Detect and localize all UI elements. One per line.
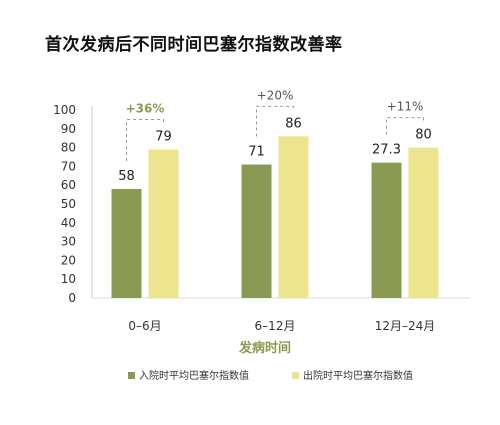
y-tick-label: 40 — [61, 216, 76, 230]
improvement-label: +11% — [387, 100, 424, 114]
y-tick-label: 0 — [68, 291, 76, 305]
improvement-label: +36% — [126, 101, 165, 115]
data-label: 71 — [248, 145, 265, 160]
data-label: 80 — [415, 128, 432, 143]
data-label: 86 — [285, 116, 302, 131]
data-label: 58 — [118, 169, 135, 184]
bar — [111, 188, 142, 298]
improvement-bracket — [126, 118, 164, 161]
category-label: 12月–24月 — [375, 319, 436, 333]
y-tick-label: 100 — [53, 103, 76, 117]
legend-swatch — [128, 372, 135, 379]
category-label: 0–6月 — [128, 319, 161, 333]
legend-label: 出院时平均巴塞尔指数值 — [303, 369, 413, 382]
y-tick-label: 80 — [61, 141, 76, 155]
y-tick-label: 30 — [61, 235, 76, 249]
legend-swatch — [292, 372, 299, 379]
y-tick-label: 90 — [61, 122, 76, 136]
bar — [241, 164, 272, 298]
data-label: 27.3 — [372, 143, 401, 158]
data-label: 79 — [155, 129, 172, 144]
legend-label: 入院时平均巴塞尔指数值 — [139, 369, 249, 382]
x-axis-title: 发病时间 — [238, 340, 291, 356]
category-label: 6–12月 — [255, 319, 296, 333]
bar — [408, 147, 439, 298]
y-tick-label: 50 — [61, 197, 76, 211]
bar — [148, 149, 179, 298]
improvement-bracket — [256, 105, 294, 137]
improvement-label: +20% — [257, 88, 294, 102]
y-tick-label: 10 — [61, 272, 76, 286]
improvement-bracket — [386, 117, 424, 135]
y-tick-label: 70 — [61, 159, 76, 173]
bar — [371, 162, 402, 298]
chart-title: 首次发病后不同时间巴塞尔指数改善率 — [45, 35, 343, 55]
y-tick-label: 20 — [61, 253, 76, 267]
y-tick-label: 60 — [61, 178, 76, 192]
bar — [278, 136, 309, 298]
